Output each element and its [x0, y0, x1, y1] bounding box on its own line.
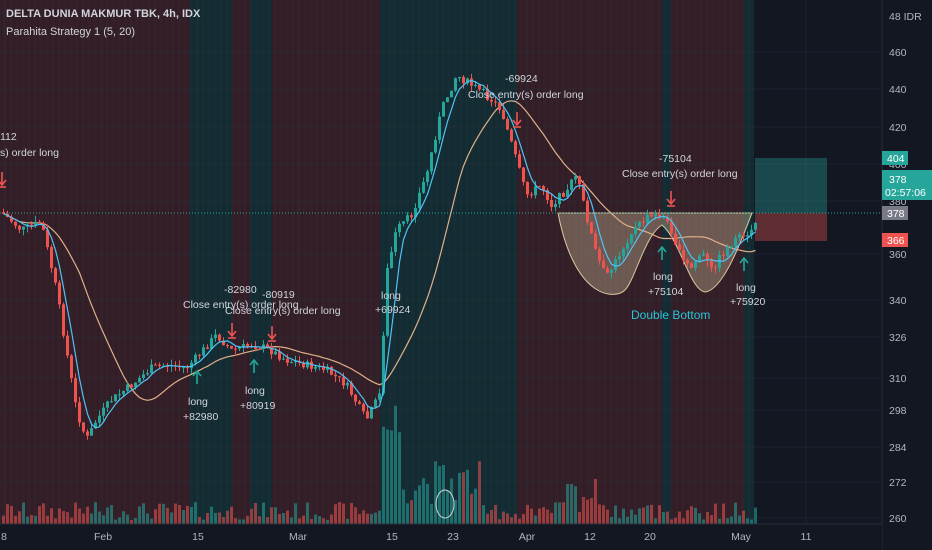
price-tick-label: 326 [889, 332, 907, 344]
fast-moving-average-line [3, 79, 756, 429]
annotation-profit: +75104 [648, 286, 683, 298]
position-stop-zone[interactable] [755, 213, 827, 241]
annotation-value: -80919 [262, 289, 295, 301]
annotation-value: 112 [0, 131, 17, 143]
time-tick-label: Apr [519, 531, 536, 543]
price-tick-label: 284 [889, 442, 907, 454]
double-bottom-label: Double Bottom [631, 308, 710, 322]
price-tag-target: 404 [882, 151, 908, 165]
position-target-zone[interactable] [755, 158, 827, 213]
svg-text:378: 378 [889, 174, 907, 186]
close-arrow-icon [666, 191, 676, 207]
long-arrow-icon [192, 369, 202, 384]
future-area [754, 0, 882, 524]
price-tag-current: 378 02:57:06 [882, 170, 932, 200]
annotation-text: s) order long [0, 147, 59, 159]
price-axis-ticks: 460440420400380360340326310298284272260 [889, 47, 907, 525]
double-bottom-pattern[interactable] [557, 212, 753, 295]
price-tick-label: 360 [889, 249, 907, 261]
annotation-text: Close entry(s) order long [183, 299, 299, 311]
time-tick-label: 15 [192, 531, 204, 543]
time-axis-ticks: 8 Feb 15 Mar 15 23 Apr 12 20 May 11 [1, 531, 812, 543]
close-arrow-icon [227, 323, 237, 339]
price-tick-label: 260 [889, 513, 907, 525]
volume-highlight-circle [435, 489, 455, 519]
strategy-title[interactable]: Parahita Strategy 1 (5, 20) [6, 26, 136, 38]
trade-markers [0, 112, 749, 384]
price-tick-label: 460 [889, 47, 907, 59]
close-arrow-icon [267, 326, 277, 342]
time-tick-label: 8 [1, 531, 7, 543]
time-tick-label: 11 [801, 531, 812, 543]
price-tag-stop: 366 [882, 233, 908, 247]
close-arrow-icon [512, 112, 522, 128]
annotation-profit: +82980 [183, 411, 218, 423]
long-arrow-icon [739, 256, 749, 271]
svg-text:404: 404 [887, 153, 905, 165]
currency-label: 48 IDR [889, 11, 922, 23]
long-arrow-icon [657, 245, 667, 260]
price-tick-label: 310 [889, 373, 907, 385]
symbol-title: DELTA DUNIA MAKMUR TBK, 4h, IDX [6, 8, 201, 20]
long-arrow-icon [249, 358, 259, 373]
price-tick-label: 440 [889, 84, 907, 96]
volume-bars [2, 405, 757, 524]
annotation-long: long [381, 290, 401, 302]
annotation-text: Close entry(s) order long [468, 89, 584, 101]
time-tick-label: May [731, 531, 752, 543]
annotation-profit: +80919 [240, 400, 275, 412]
annotation-long: long [188, 396, 208, 408]
annotation-profit: +69924 [375, 304, 410, 316]
strategy-background-stripes [0, 0, 754, 524]
annotation-profit: +75920 [730, 296, 765, 308]
annotation-value: -75104 [659, 153, 692, 165]
price-tick-label: 340 [889, 295, 907, 307]
price-axis[interactable] [882, 0, 932, 550]
time-tick-label: Feb [94, 531, 112, 543]
annotation-value: -69924 [505, 73, 538, 85]
time-tick-label: 12 [584, 531, 596, 543]
price-tick-label: 272 [889, 477, 907, 489]
close-arrow-icon [0, 172, 7, 188]
annotation-long: long [653, 271, 673, 283]
svg-text:366: 366 [887, 235, 905, 247]
annotation-text: Close entry(s) order long [225, 305, 341, 317]
price-tick-label: 420 [889, 122, 907, 134]
time-axis[interactable] [0, 524, 882, 550]
time-tick-label: 15 [386, 531, 398, 543]
time-tick-label: Mar [289, 531, 308, 543]
time-tick-label: 20 [644, 531, 656, 543]
annotation-text: Close entry(s) order long [622, 168, 738, 180]
annotation-long: long [245, 385, 265, 397]
candlesticks [2, 73, 757, 440]
annotation-value: -82980 [224, 284, 257, 296]
svg-text:378: 378 [887, 208, 905, 220]
time-tick-label: 23 [447, 531, 459, 543]
price-tag-entry: 378 [882, 206, 908, 220]
annotation-long: long [736, 282, 756, 294]
price-tick-label: 298 [889, 405, 907, 417]
svg-text:02:57:06: 02:57:06 [885, 187, 926, 199]
